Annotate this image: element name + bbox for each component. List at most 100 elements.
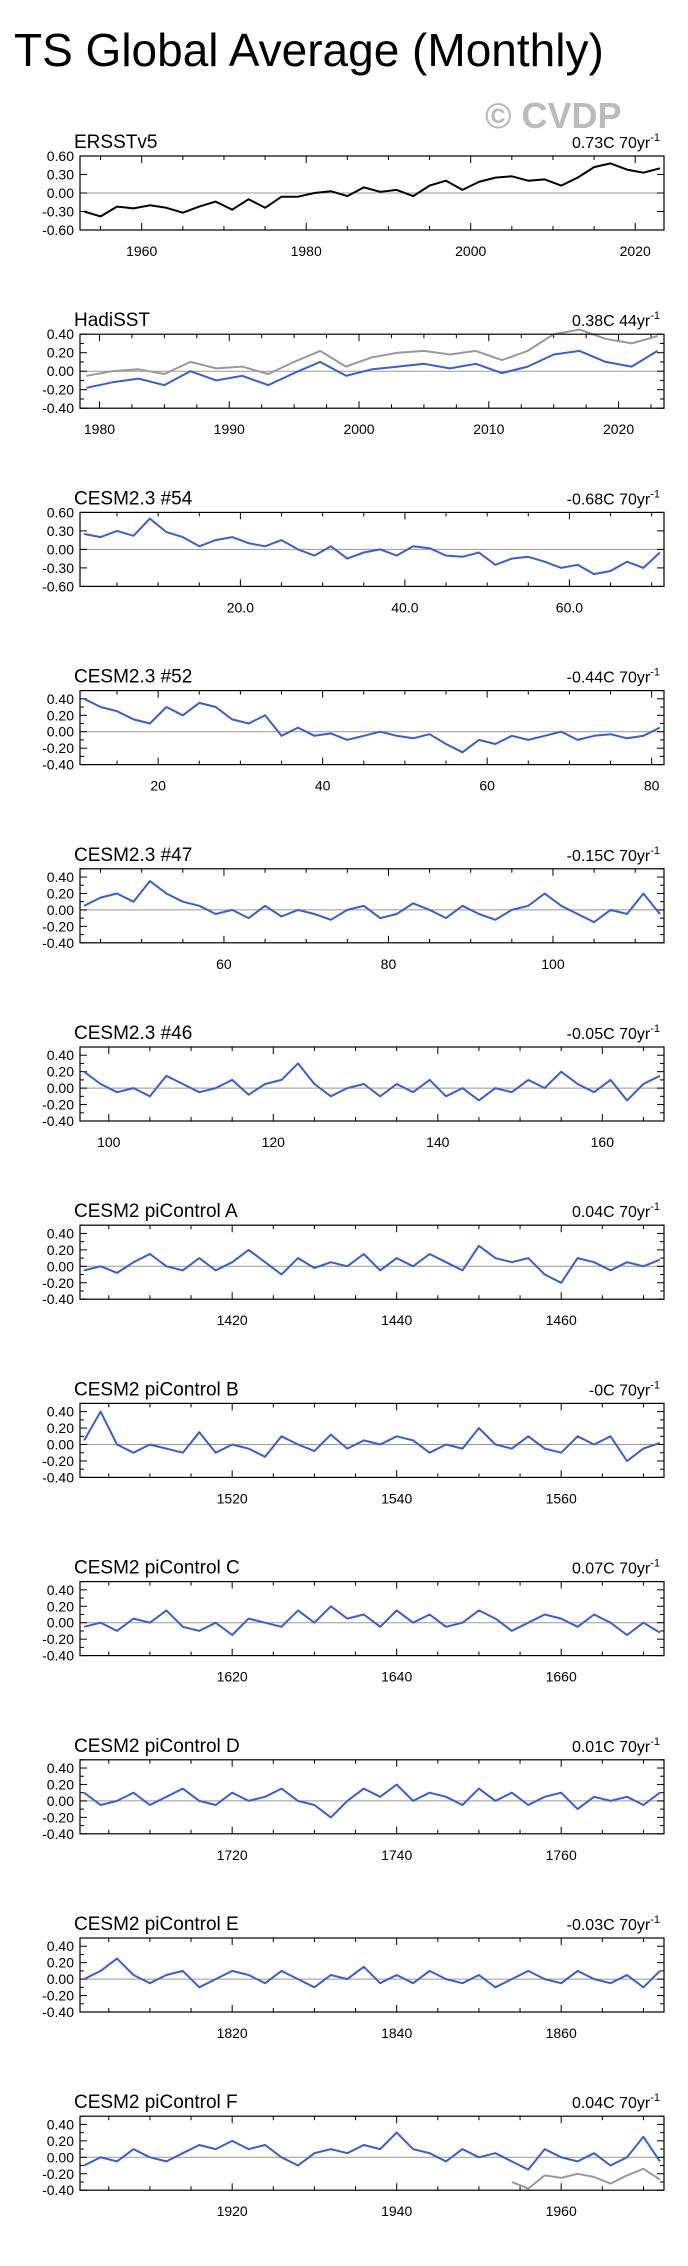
trend-value: -0.05C 70yr bbox=[567, 1026, 651, 1043]
trend-exponent: -1 bbox=[650, 1379, 660, 1391]
x-tick-label: 80 bbox=[381, 956, 397, 972]
x-tick-label: 1820 bbox=[217, 2025, 248, 2041]
trend-value: -0.44C 70yr bbox=[567, 670, 651, 687]
y-tick-label: 0.00 bbox=[47, 1971, 74, 1987]
trend-label: 0.04C 70yr-1 bbox=[572, 2092, 660, 2112]
trend-label: 0.07C 70yr-1 bbox=[572, 1558, 660, 1578]
trend-value: -0C 70yr bbox=[589, 1382, 651, 1399]
trend-label: -0.05C 70yr-1 bbox=[567, 1023, 660, 1043]
y-tick-label: 0.00 bbox=[47, 1793, 74, 1809]
plot-frame bbox=[79, 1580, 665, 1657]
y-tick-label: 0.00 bbox=[47, 1615, 74, 1631]
panel-name: CESM2.3 #47 bbox=[74, 845, 192, 866]
trend-exponent: -1 bbox=[650, 1023, 660, 1035]
x-tick-label: 2020 bbox=[603, 421, 634, 437]
y-tick-label: -0.40 bbox=[42, 935, 74, 951]
y-tick-label: 0.40 bbox=[47, 1582, 74, 1598]
watermark: © CVDP bbox=[485, 95, 622, 136]
chart-panel: CESM2.3 #46 -0.05C 70yr-1-0.40-0.200.000.… bbox=[42, 1023, 665, 1150]
y-tick-label: -0.40 bbox=[42, 2004, 74, 2020]
x-tick-label: 60 bbox=[216, 956, 232, 972]
series-line bbox=[83, 162, 661, 218]
x-tick-label: 80 bbox=[644, 778, 660, 794]
trend-exponent: -1 bbox=[650, 1201, 660, 1213]
panel-name: CESM2.3 #46 bbox=[74, 1023, 192, 1044]
trend-exponent: -1 bbox=[650, 1558, 660, 1570]
plot-frame bbox=[79, 1759, 665, 1835]
chart-panel: ERSSTv5 0.73C 70yr-1 -0.60 -0.30 0.00 0.30 0.6… bbox=[42, 132, 665, 259]
plot-frame bbox=[79, 333, 665, 409]
x-tick-label: 2000 bbox=[455, 243, 486, 259]
plot-frame bbox=[79, 1224, 665, 1300]
trend-value: -0.68C 70yr bbox=[567, 491, 651, 508]
plot-frame bbox=[79, 2115, 665, 2191]
y-tick-label: 0.40 bbox=[47, 326, 74, 342]
x-tick-label: 1640 bbox=[381, 1669, 412, 1685]
series-line bbox=[83, 1244, 661, 1284]
x-tick-label: 60 bbox=[479, 778, 495, 794]
chart-panel: CESM2 piControl B -0C 70yr-1 -0.40-0.200.0… bbox=[42, 1379, 665, 1506]
y-tick-label: 0.20 bbox=[47, 1776, 74, 1792]
y-tick-label: -0.40 bbox=[42, 1648, 74, 1664]
trend-label: -0.03C 70yr-1 bbox=[567, 1914, 660, 1934]
y-tick-label: -0.20 bbox=[42, 1988, 74, 2004]
y-tick-label: 0.40 bbox=[47, 869, 74, 885]
trend-label: 0.04C 70yr-1 bbox=[572, 1201, 660, 1221]
trend-label: 0.38C 44yr-1 bbox=[572, 310, 660, 330]
series-line bbox=[83, 1605, 661, 1636]
trend-exponent: -1 bbox=[650, 2092, 660, 2104]
y-tick-label: 0.30 bbox=[47, 167, 74, 183]
x-tick-label: 2010 bbox=[473, 421, 504, 437]
x-tick-label: 1840 bbox=[381, 2025, 412, 2041]
x-tick-label: 40 bbox=[315, 778, 331, 794]
y-tick-label: -0.30 bbox=[42, 204, 74, 220]
x-tick-label: 1940 bbox=[381, 2203, 412, 2219]
x-tick-label: 1560 bbox=[546, 1490, 577, 1506]
x-tick-label: 1720 bbox=[217, 1847, 248, 1863]
y-tick-label: 0.20 bbox=[47, 1242, 74, 1258]
x-tick-label: 1660 bbox=[546, 1669, 577, 1685]
y-tick-label: 0.00 bbox=[47, 363, 74, 379]
panel-name: CESM2 piControl D bbox=[74, 1736, 240, 1757]
y-tick-label: 0.00 bbox=[47, 185, 74, 201]
series-line bbox=[83, 2131, 661, 2171]
series-line bbox=[83, 1783, 661, 1819]
y-tick-label: -0.40 bbox=[42, 1291, 74, 1307]
x-tick-label: 60.0 bbox=[556, 599, 583, 615]
x-tick-label: 160 bbox=[591, 1134, 615, 1150]
y-tick-label: -0.60 bbox=[42, 578, 74, 594]
y-tick-label: -0.20 bbox=[42, 740, 74, 756]
series-line bbox=[83, 880, 661, 924]
plot-frame bbox=[79, 689, 665, 766]
y-tick-label: -0.40 bbox=[42, 1469, 74, 1485]
y-tick-label: 0.20 bbox=[47, 1955, 74, 1971]
y-tick-label: -0.20 bbox=[42, 1275, 74, 1291]
x-tick-label: 100 bbox=[97, 1134, 121, 1150]
trend-value: 0.01C 70yr bbox=[572, 1739, 651, 1756]
panel-name: CESM2 piControl F bbox=[74, 2092, 238, 2113]
y-tick-label: 0.20 bbox=[47, 345, 74, 361]
x-tick-label: 1980 bbox=[291, 243, 322, 259]
panels: ERSSTv5 0.73C 70yr-1-0.60-0.300.000.300.6… bbox=[42, 132, 665, 2219]
plot-frame bbox=[79, 1046, 665, 1122]
trend-value: 0.73C 70yr bbox=[572, 135, 651, 152]
x-tick-label: 1960 bbox=[546, 2203, 577, 2219]
y-tick-label: 0.40 bbox=[47, 1760, 74, 1776]
x-tick-label: 20 bbox=[150, 778, 166, 794]
y-tick-label: 0.20 bbox=[47, 885, 74, 901]
chart-panel: CESM2 piControl F 0.04C 70yr-1-0.40-0.200… bbox=[42, 2092, 665, 2219]
plot-frame bbox=[79, 511, 665, 588]
x-tick-label: 20.0 bbox=[227, 599, 254, 615]
x-tick-label: 1980 bbox=[84, 421, 115, 437]
trend-exponent: -1 bbox=[650, 132, 660, 144]
x-tick-label: 1920 bbox=[217, 2203, 248, 2219]
series-line bbox=[83, 1957, 661, 1989]
y-tick-label: -0.20 bbox=[42, 2166, 74, 2182]
x-tick-label: 100 bbox=[541, 956, 565, 972]
y-tick-label: -0.20 bbox=[42, 1097, 74, 1113]
trend-exponent: -1 bbox=[650, 310, 660, 322]
figure-title: TS Global Average (Monthly) bbox=[14, 24, 604, 76]
plot-frame bbox=[79, 155, 665, 231]
x-tick-label: 1620 bbox=[217, 1669, 248, 1685]
